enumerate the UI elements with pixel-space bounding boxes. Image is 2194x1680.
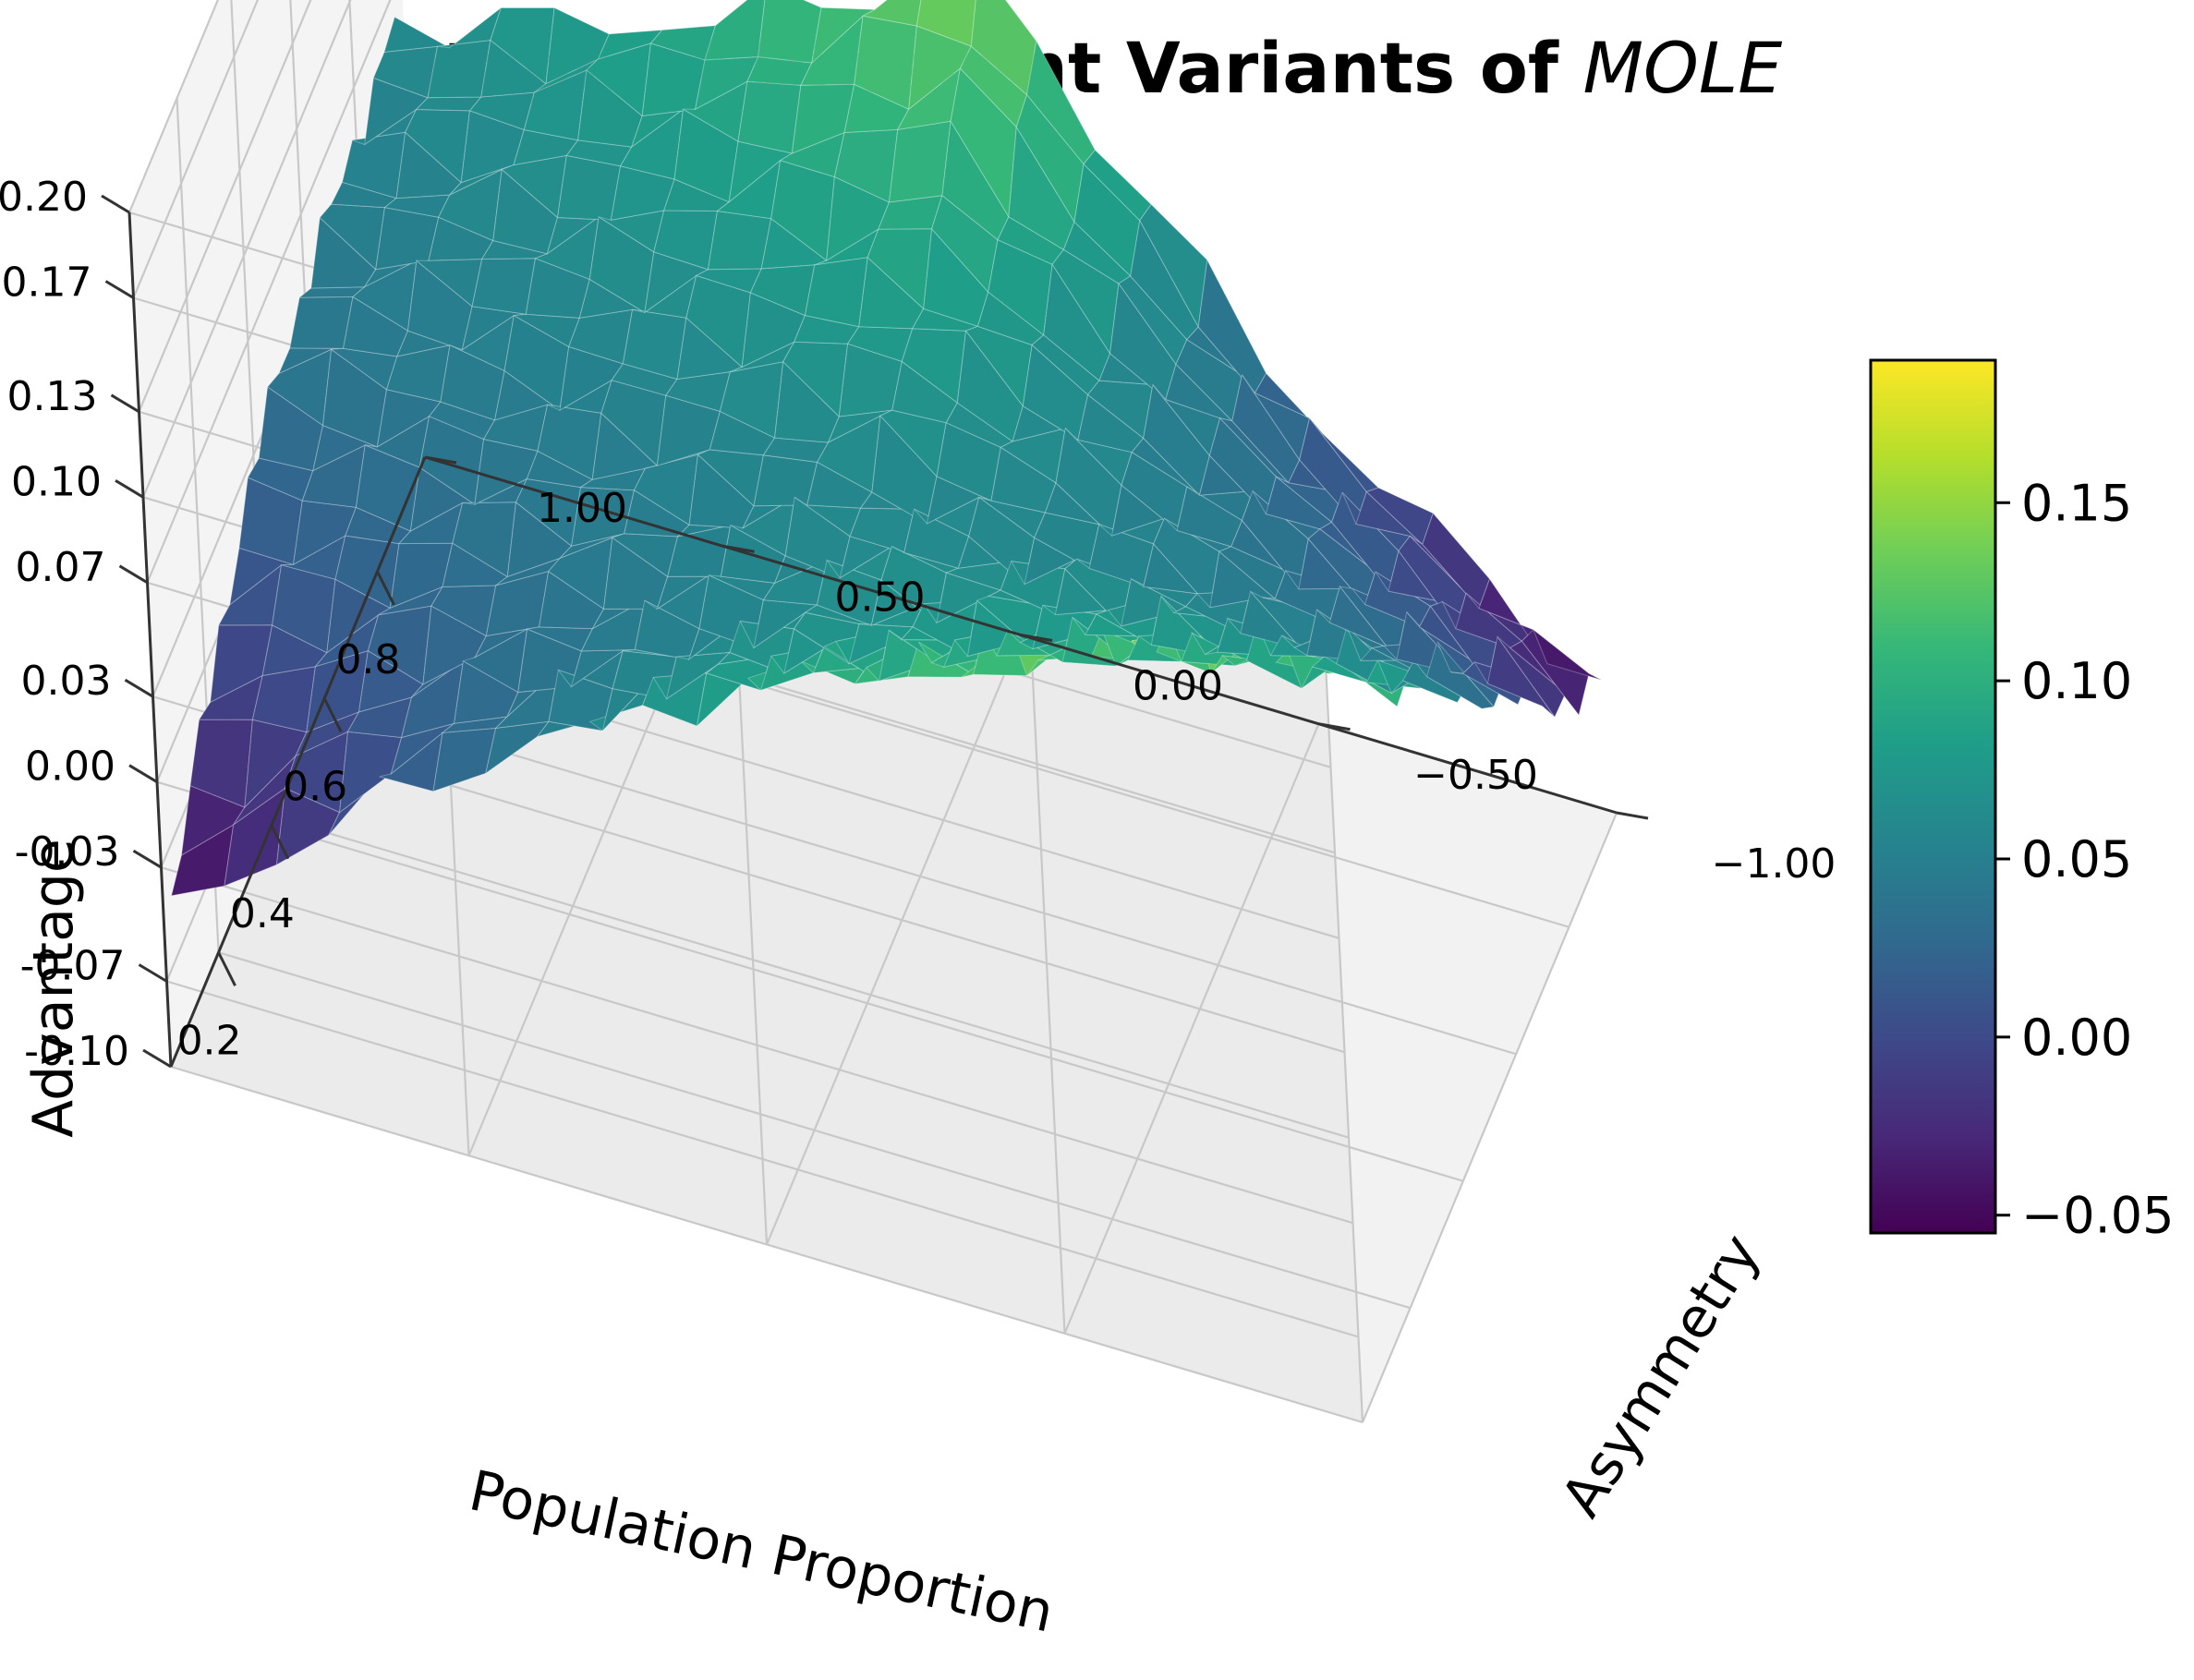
x-tick-label: 0.8 [335, 636, 400, 683]
y-tick-label: −1.00 [1712, 840, 1836, 888]
surface-facet [289, 296, 354, 349]
z-tick-mark [118, 564, 149, 585]
floor-gridline [1361, 812, 1618, 1423]
y-tick-mark [1318, 722, 1351, 731]
z-tick-mark [132, 849, 163, 869]
z-tick-label: 0.17 [2, 260, 92, 307]
tick-labels: 0.2 0.4 0.6 0.8 −1.00 −0.50 0.00 0.50 1.00 -0.10 -… [0, 174, 1836, 1075]
surface-facet [1365, 487, 1434, 546]
z-tick-mark [128, 764, 158, 783]
y-tick-label: 0.50 [835, 574, 926, 621]
floor-gridline [765, 635, 1023, 1245]
z-tick-mark [115, 479, 144, 499]
colorbar-tick-label: 0.10 [2021, 652, 2132, 710]
z-axis-label: Advantage [21, 839, 86, 1138]
surface-facet [1532, 628, 1602, 681]
x-tick-label: 0.6 [283, 763, 347, 810]
colorbar-tick-label: −0.05 [2021, 1187, 2174, 1245]
surface-facet [804, 257, 868, 328]
colorbar-tick-label: 0.00 [2021, 1009, 2132, 1067]
z-tick-label: 0.10 [11, 458, 102, 505]
y-tick-label: 0.00 [1133, 663, 1223, 710]
surface-facet [251, 666, 316, 733]
x-tick-label: 0.4 [230, 890, 295, 937]
surface-facet [1197, 258, 1267, 394]
z-tick-label: 0.00 [25, 743, 115, 791]
z-tick-label: 0.07 [16, 544, 106, 591]
surface-facet [1139, 203, 1208, 329]
z-tick-mark [104, 280, 135, 299]
surface-mesh [170, 0, 1602, 897]
x-tick-mark [376, 571, 395, 606]
surface-facet [545, 6, 610, 85]
left-wall-gridline [166, 980, 1359, 1338]
y-tick-mark [722, 544, 755, 553]
x-tick-mark [322, 697, 343, 732]
y-tick-label: −0.50 [1413, 752, 1538, 799]
z-tick-mark [124, 678, 154, 698]
colorbar-ticks: −0.05 0.00 0.05 0.10 0.15 [1995, 474, 2174, 1245]
colorbar-tick-label: 0.05 [2021, 830, 2132, 888]
surface-facet [915, 0, 976, 47]
left-wall-gridline [170, 1065, 1364, 1424]
surface-facet [556, 154, 622, 221]
z-tick-mark [110, 393, 140, 414]
y-tick-mark [424, 455, 457, 465]
surface-facet [707, 210, 772, 271]
y-tick-mark [1616, 811, 1649, 820]
back-wall-gridline [127, 0, 220, 213]
x-tick-label: 0.2 [177, 1017, 242, 1064]
left-wall-gridline [156, 780, 1350, 1139]
back-wall-gridline [132, 0, 260, 298]
z-tick-label: -0.10 [24, 1028, 129, 1075]
z-tick-label: 0.13 [7, 373, 98, 420]
x-axis-label: Population Proportion [464, 1458, 1059, 1645]
z-axis-line [127, 212, 173, 1068]
left-wall-gridline [1319, 567, 1364, 1423]
back-wall-gridline [146, 0, 392, 584]
surface-facet [737, 80, 802, 154]
z-tick-mark [101, 194, 130, 214]
surface-facet [1422, 512, 1491, 610]
colorbar-tick-label: 0.15 [2021, 474, 2132, 532]
z-tick-label: -0.07 [20, 943, 126, 990]
z-tick-label: 0.03 [21, 658, 112, 705]
x-tick-mark [270, 825, 290, 860]
left-wall-gridline [161, 866, 1353, 1225]
y-axis-label: Asymmetry [1549, 1223, 1773, 1528]
colorbar: −0.05 0.00 0.05 0.10 0.15 [1869, 358, 2174, 1245]
surface-facet [861, 0, 922, 27]
x-tick-mark [217, 951, 236, 986]
back-wall-gridline [141, 0, 352, 498]
x-axis-line [169, 456, 427, 1068]
z-tick-label: -0.03 [15, 828, 120, 876]
back-wall-gridline [138, 0, 312, 413]
surface-facet [758, 0, 822, 64]
z-tick-mark [142, 1048, 172, 1069]
surface-facet [1254, 372, 1323, 434]
z-tick-label: 0.20 [0, 174, 88, 221]
colorbar-gradient [1869, 358, 1997, 1235]
surface-facet [490, 7, 555, 85]
surface-facet [427, 39, 491, 99]
surface-facet [471, 258, 537, 315]
surface-facet [888, 120, 952, 203]
floor-gridline [1063, 723, 1320, 1335]
surface-facet [753, 454, 818, 507]
surface-facet [704, 0, 766, 61]
y-tick-mark [1020, 634, 1053, 642]
y-tick-label: 1.00 [537, 485, 627, 532]
z-tick-mark [138, 963, 168, 983]
surface-facet [970, 0, 1037, 96]
